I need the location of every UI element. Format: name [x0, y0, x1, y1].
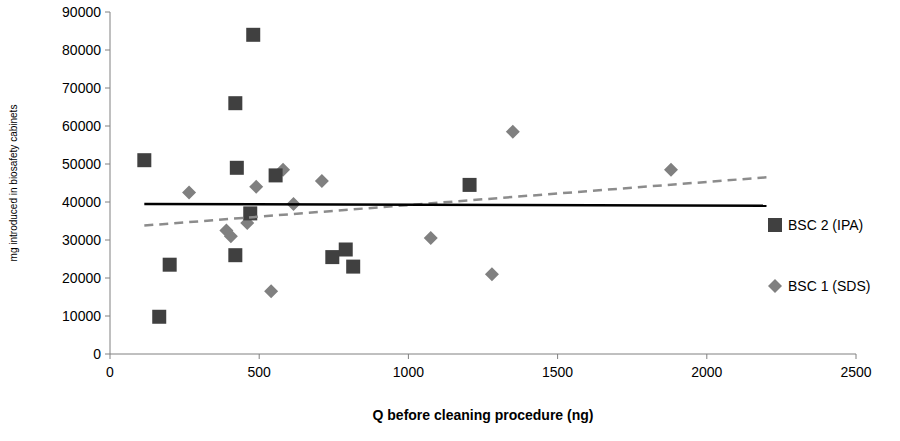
legend-marker [768, 279, 782, 293]
point [346, 260, 360, 274]
x-tick-label: 2000 [691, 364, 722, 380]
y-tick [105, 12, 110, 13]
y-tick [105, 164, 110, 165]
plot-area [137, 28, 766, 324]
x-tick-label: 1000 [393, 364, 424, 380]
x-tick [110, 354, 111, 359]
point [230, 161, 244, 175]
point [264, 284, 278, 298]
legend-marker [768, 218, 782, 232]
y-tick-label: 50000 [62, 156, 101, 172]
point [228, 96, 242, 110]
point [182, 186, 196, 200]
x-axis-label: Q before cleaning procedure (ng) [373, 407, 594, 423]
series [182, 125, 678, 299]
y-tick-label: 20000 [62, 270, 101, 286]
x-tick-label: 500 [248, 364, 272, 380]
point [506, 125, 520, 139]
x-tick-label: 1500 [542, 364, 573, 380]
y-axis [110, 12, 111, 354]
y-tick-label: 80000 [62, 42, 101, 58]
trend-line [144, 204, 766, 206]
series [137, 28, 476, 324]
y-axis-label: mg introduced in biosafety cabinets [8, 105, 19, 262]
legend-label: BSC 1 (SDS) [788, 278, 870, 294]
legend: BSC 1 (SDS) BSC 2 (IPA) [768, 217, 870, 294]
y-tick-label: 0 [93, 346, 101, 362]
x-tick [856, 354, 857, 359]
y-tick [105, 88, 110, 89]
point [339, 243, 353, 257]
y-tick [105, 240, 110, 241]
y-tick [105, 126, 110, 127]
point [152, 310, 166, 324]
y-tick [105, 50, 110, 51]
point [249, 180, 263, 194]
y-tick [105, 316, 110, 317]
x-axis [110, 354, 856, 355]
y-tick-label: 30000 [62, 232, 101, 248]
x-tick-label: 2500 [840, 364, 871, 380]
y-tick-label: 40000 [62, 194, 101, 210]
point [269, 168, 283, 182]
point [315, 174, 329, 188]
y-tick-label: 90000 [62, 4, 101, 20]
point [463, 178, 477, 192]
point [485, 267, 499, 281]
x-tick [706, 354, 707, 359]
point [246, 28, 260, 42]
point [137, 153, 151, 167]
trend-line [144, 177, 766, 225]
y-tick [105, 202, 110, 203]
y-tick-label: 10000 [62, 308, 101, 324]
chart: 0100002000030000400005000060000700008000… [0, 0, 900, 441]
x-tick-label: 0 [106, 364, 114, 380]
point [224, 229, 238, 243]
point [664, 163, 678, 177]
x-tick [259, 354, 260, 359]
point [163, 258, 177, 272]
point [228, 248, 242, 262]
y-tick-label: 70000 [62, 80, 101, 96]
point [325, 250, 339, 264]
y-tick [105, 278, 110, 279]
point [424, 231, 438, 245]
legend-label: BSC 2 (IPA) [788, 217, 863, 233]
x-tick [557, 354, 558, 359]
y-tick-label: 60000 [62, 118, 101, 134]
x-tick [408, 354, 409, 359]
y-tick [105, 354, 110, 355]
